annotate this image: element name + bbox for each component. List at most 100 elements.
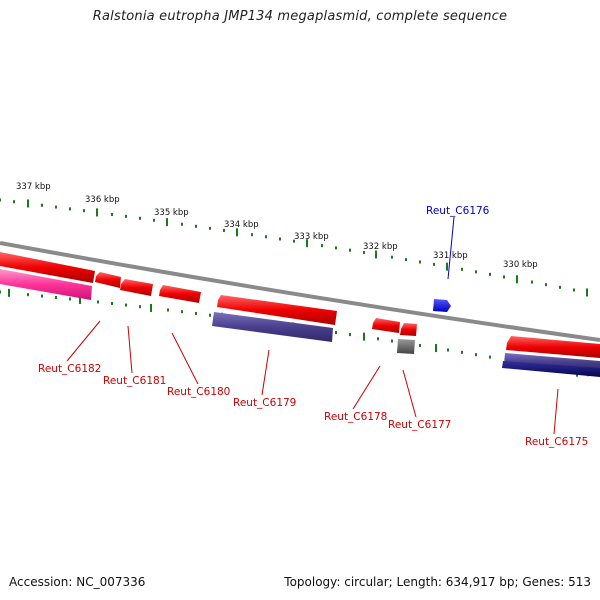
leader-c6180 xyxy=(171,332,199,385)
leader-c6181 xyxy=(127,325,133,374)
outer-minor-tick xyxy=(293,239,295,243)
inner-major-tick xyxy=(8,288,10,297)
outer-minor-tick xyxy=(0,198,1,202)
leader-c6176 xyxy=(447,216,455,280)
outer-minor-tick xyxy=(503,275,505,279)
label-reut-c6182[interactable]: Reut_C6182 xyxy=(38,363,101,375)
label-reut-c6179[interactable]: Reut_C6179 xyxy=(233,397,296,409)
label-reut-c6176[interactable]: Reut_C6176 xyxy=(426,205,490,217)
outer-minor-tick xyxy=(475,270,477,274)
label-reut-c6175[interactable]: Reut_C6175 xyxy=(525,436,588,448)
outer-minor-tick xyxy=(461,267,463,271)
outer-minor-tick xyxy=(489,272,491,276)
inner-minor-tick xyxy=(209,313,211,317)
inner-minor-tick xyxy=(139,305,141,309)
inner-minor-tick xyxy=(419,343,421,347)
outer-major-tick xyxy=(96,208,98,217)
navy-track-c6175 xyxy=(502,361,600,377)
inner-minor-tick xyxy=(181,310,183,314)
inner-minor-tick xyxy=(489,355,491,359)
scale-ticks-outer xyxy=(0,198,588,297)
inner-minor-tick xyxy=(377,337,379,341)
outer-minor-tick xyxy=(251,233,253,237)
outer-minor-tick xyxy=(321,244,323,248)
label-reut-c6177[interactable]: Reut_C6177 xyxy=(388,419,451,431)
purple-track-c6179 xyxy=(212,312,333,342)
outer-major-tick xyxy=(586,288,588,297)
gene-bar-c6177[interactable] xyxy=(400,323,417,336)
pink-track xyxy=(0,269,92,300)
outer-minor-tick xyxy=(83,209,85,213)
forward-strand-genes xyxy=(0,252,600,358)
inner-minor-tick xyxy=(55,295,57,299)
inner-minor-tick xyxy=(447,348,449,352)
gene-bar-c6179[interactable] xyxy=(217,295,337,325)
scale-label: 330 kbp xyxy=(503,260,538,270)
outer-minor-tick xyxy=(405,258,407,262)
outer-minor-tick xyxy=(41,203,43,207)
topology-summary: Topology: circular; Length: 634,917 bp; … xyxy=(284,575,591,589)
gene-bar-c6181-b[interactable] xyxy=(120,279,153,296)
outer-minor-tick xyxy=(153,218,155,222)
inner-minor-tick xyxy=(461,350,463,354)
scale-labels: 337 kbp 336 kbp 335 kbp 334 kbp 333 kbp 332 k… xyxy=(16,182,538,270)
scale-label: 337 kbp xyxy=(16,182,51,192)
inner-minor-tick xyxy=(125,303,127,307)
scale-label: 336 kbp xyxy=(85,195,120,205)
outer-major-tick xyxy=(516,275,518,284)
gene-bar-c6176[interactable] xyxy=(433,299,451,312)
gray-track-c6177 xyxy=(397,339,415,354)
label-reut-c6181[interactable]: Reut_C6181 xyxy=(103,375,166,387)
outer-major-tick xyxy=(375,250,377,259)
map-title: Ralstonia eutropha JMP134 megaplasmid, c… xyxy=(92,9,508,24)
outer-minor-tick xyxy=(209,226,211,230)
leader-c6178 xyxy=(352,365,381,410)
label-leader-lines xyxy=(66,216,559,435)
outer-minor-tick xyxy=(559,285,561,289)
feature-tracks xyxy=(0,269,600,377)
inner-minor-tick xyxy=(335,331,337,335)
inner-minor-tick xyxy=(167,308,169,312)
inner-major-tick xyxy=(435,344,437,353)
outer-minor-tick xyxy=(139,216,141,220)
inner-minor-tick xyxy=(349,333,351,337)
inner-minor-tick xyxy=(69,297,71,301)
inner-minor-tick xyxy=(41,294,43,298)
label-reut-c6178[interactable]: Reut_C6178 xyxy=(324,411,387,423)
outer-minor-tick xyxy=(545,283,547,287)
leader-c6177 xyxy=(402,369,417,418)
outer-minor-tick xyxy=(279,237,281,241)
outer-minor-tick xyxy=(223,228,225,232)
gene-bar-c6182[interactable] xyxy=(0,252,95,283)
gene-bar-c6180[interactable] xyxy=(159,285,201,303)
gene-bar-c6181-a[interactable] xyxy=(95,272,121,288)
inner-minor-tick xyxy=(195,311,197,315)
outer-minor-tick xyxy=(69,207,71,211)
gene-bar-c6178[interactable] xyxy=(372,318,400,333)
gene-bar-c6175[interactable] xyxy=(506,336,600,358)
inner-minor-tick xyxy=(475,353,477,357)
outer-minor-tick xyxy=(13,200,15,204)
inner-minor-tick xyxy=(27,293,29,297)
outer-major-tick xyxy=(27,199,29,208)
inner-minor-tick xyxy=(391,339,393,343)
outer-minor-tick xyxy=(531,280,533,284)
outer-minor-tick xyxy=(181,222,183,226)
outer-major-tick xyxy=(236,228,238,237)
inner-minor-tick xyxy=(0,290,1,294)
outer-minor-tick xyxy=(55,205,57,209)
outer-minor-tick xyxy=(363,250,365,254)
outer-minor-tick xyxy=(335,246,337,250)
inner-major-tick xyxy=(79,296,81,305)
outer-minor-tick xyxy=(573,288,575,292)
scale-label: 335 kbp xyxy=(154,208,189,218)
scale-label: 333 kbp xyxy=(294,232,329,242)
inner-minor-tick xyxy=(111,301,113,305)
inner-major-tick xyxy=(150,303,152,312)
leader-c6175 xyxy=(553,388,559,435)
scale-label: 332 kbp xyxy=(363,242,398,252)
leader-c6179 xyxy=(261,349,270,396)
label-reut-c6180[interactable]: Reut_C6180 xyxy=(167,386,230,398)
outer-major-tick xyxy=(306,239,308,248)
